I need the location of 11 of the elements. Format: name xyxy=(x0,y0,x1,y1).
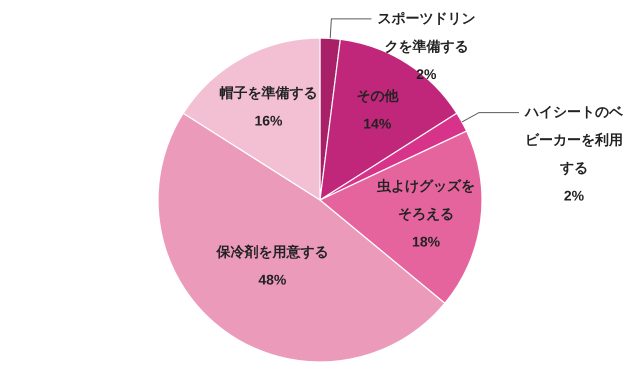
data-label: 16% xyxy=(254,112,284,128)
data-label: 48% xyxy=(258,272,287,288)
data-label: 2% xyxy=(564,188,585,204)
slice-label: ハイシートのベビーカーを利用する xyxy=(524,104,624,176)
data-label: 18% xyxy=(412,233,441,250)
slice-label: スポーツドリンクを準備する xyxy=(377,10,476,54)
slice-label: その他 xyxy=(356,88,400,104)
slice-label: 帽子を準備する xyxy=(219,84,318,100)
slice-label: 保冷剤を用意する xyxy=(215,244,328,260)
slice-label: 虫よけグッズをそろえる xyxy=(376,177,476,222)
data-label: 14% xyxy=(363,116,392,132)
